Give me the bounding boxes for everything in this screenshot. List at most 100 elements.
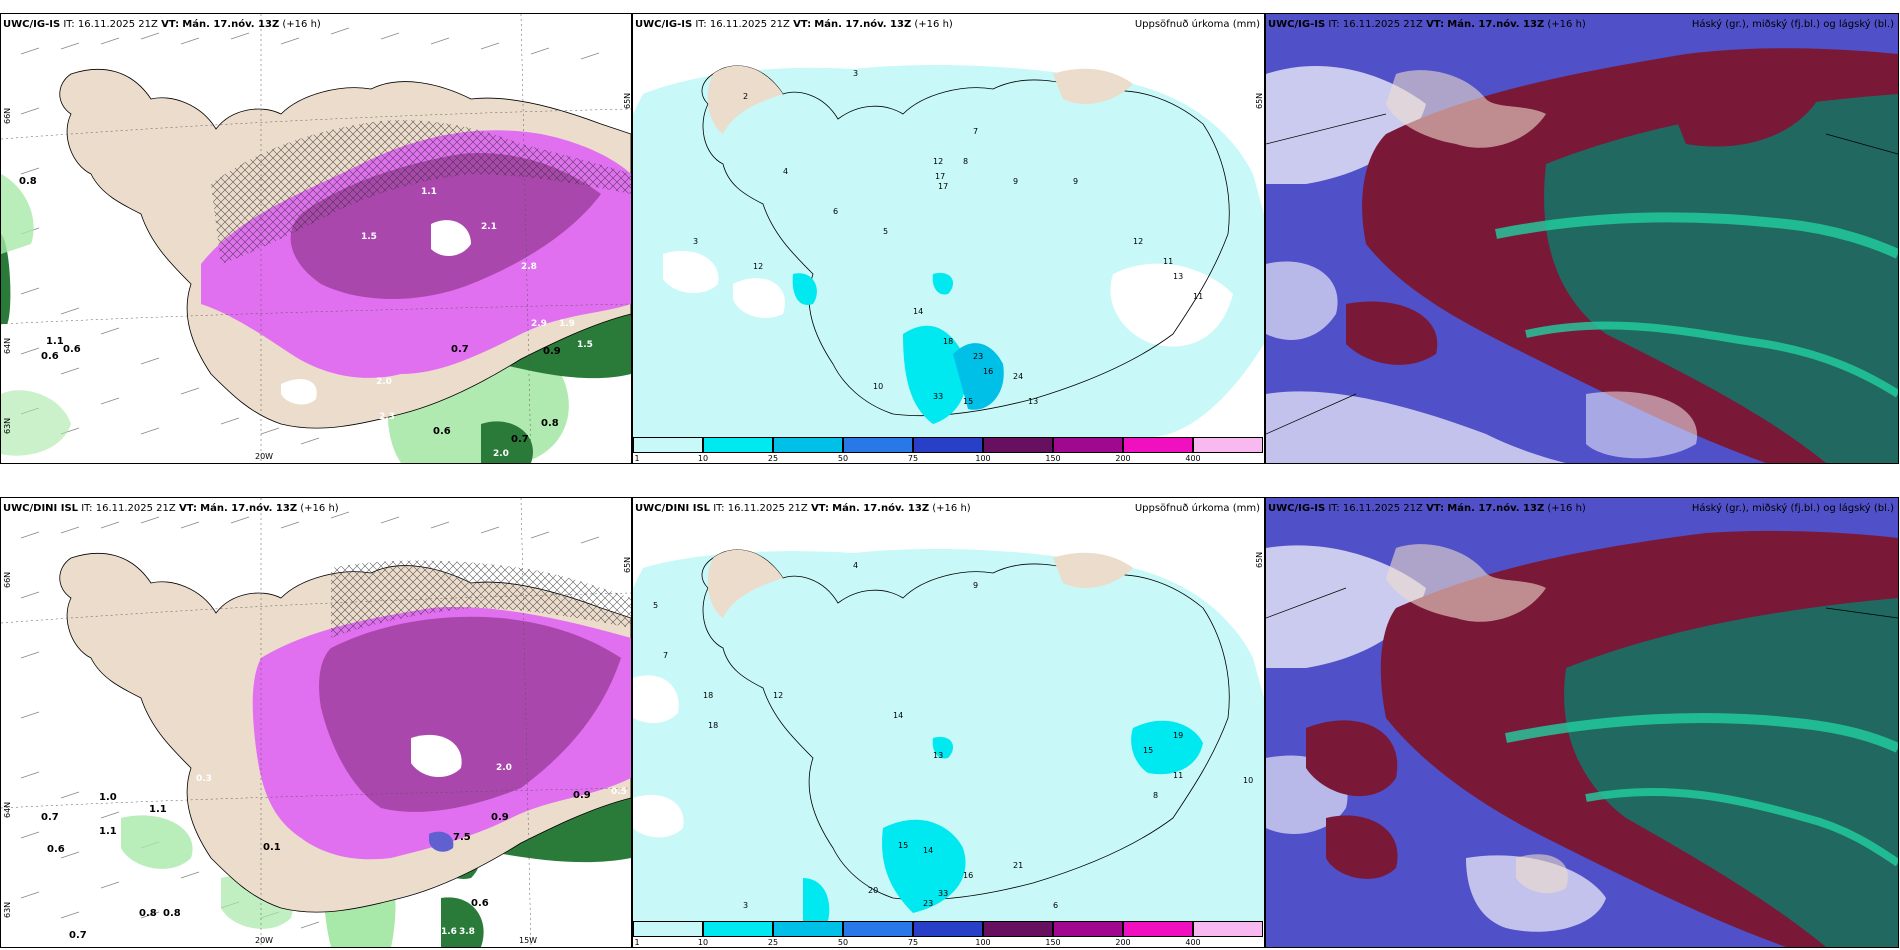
colorbar: 1 10 25 50 75 100 150 200 400 (633, 437, 1263, 463)
value-label: 7.5 (453, 832, 471, 843)
colorbar-swatch (983, 921, 1053, 937)
colorbar-tick: 50 (837, 938, 849, 947)
map-canvas: 1.0 0.7 1.1 0.6 1.1 0.1 0.8 0.8 0.7 7.5 … (1, 498, 631, 947)
colorbar-swatch (1123, 921, 1193, 937)
cloud-cover-map-igis: UWC/IG-IS IT: 16.11.2025 21Z VT: Mán. 17… (1265, 13, 1899, 464)
value-label: 2.9 (531, 319, 547, 329)
panel-title: UWC/IG-IS IT: 16.11.2025 21Z VT: Mán. 17… (635, 19, 953, 30)
value-label: 0.6 (47, 844, 65, 855)
colorbar-tick: 400 (1185, 454, 1201, 463)
value-label: 0.1 (263, 842, 281, 853)
colorbar-tick: 10 (697, 454, 709, 463)
map-canvas (633, 64, 1264, 437)
lat-label: 63N (3, 417, 12, 434)
lat-label: 65N (623, 92, 632, 109)
lat-label: 65N (1255, 92, 1264, 109)
value-label: 1.1 (99, 826, 117, 837)
value-label: 0.8 (19, 176, 37, 187)
value-label: 2.0 (496, 763, 512, 773)
lon-label: 20W (255, 936, 274, 945)
colorbar-swatch (1193, 921, 1263, 937)
lat-label: 63N (3, 901, 12, 918)
panel-title: UWC/IG-IS IT: 16.11.2025 21Z VT: Mán. 17… (1268, 503, 1586, 514)
colorbar: 1 10 25 50 75 100 150 200 400 (633, 921, 1263, 947)
value-label: 3.8 (459, 927, 475, 937)
panel-variable-title: Háský (gr.), miðský (fj.bl.) og lágský (… (1691, 19, 1894, 30)
value-label: 0.7 (69, 930, 87, 941)
lat-label: 64N (3, 337, 12, 354)
colorbar-tick: 1 (634, 454, 640, 463)
colorbar-swatch (983, 437, 1053, 453)
value-label: 1.1 (421, 187, 437, 197)
value-label: 1.6 (441, 927, 457, 937)
colorbar-swatch (773, 921, 843, 937)
panel-title: UWC/DINI ISL IT: 16.11.2025 21Z VT: Mán.… (635, 503, 971, 514)
lat-label: 65N (1255, 551, 1264, 568)
value-label: 1.9 (559, 319, 575, 329)
value-label: 0.3 (196, 774, 212, 784)
lat-label: 65N (623, 556, 632, 573)
lon-label: 15W (519, 936, 538, 945)
value-label: 2.8 (456, 888, 472, 898)
value-label: 2.0 (376, 377, 392, 387)
precip-type-map-igis: UWC/IG-IS IT: 16.11.2025 21Z VT: Mán. 17… (0, 13, 632, 464)
lon-label: 20W (255, 452, 274, 461)
colorbar-swatch (1053, 437, 1123, 453)
colorbar-swatch (1193, 437, 1263, 453)
colorbar-tick: 25 (767, 938, 779, 947)
value-label: 0.7 (41, 812, 59, 823)
colorbar-swatch (843, 921, 913, 937)
lat-label: 64N (3, 801, 12, 818)
colorbar-tick: 1 (634, 938, 640, 947)
colorbar-tick: 200 (1115, 454, 1131, 463)
colorbar-swatch (913, 921, 983, 937)
accumulated-precip-map-dini: UWC/DINI ISL IT: 16.11.2025 21Z VT: Mán.… (632, 497, 1265, 948)
colorbar-swatch (843, 437, 913, 453)
value-label: 0.8 (139, 908, 157, 919)
value-label: 1.0 (99, 792, 117, 803)
map-canvas: 0.8 1.1 0.6 0.6 2.0 2.3 0.7 0.6 0.8 0.7 … (1, 14, 631, 463)
colorbar-tick: 100 (975, 454, 991, 463)
colorbar-swatch (773, 437, 843, 453)
precip-type-map-dini: UWC/DINI ISL IT: 16.11.2025 21Z VT: Mán.… (0, 497, 632, 948)
value-label: 0.6 (471, 898, 489, 909)
colorbar-swatch (633, 437, 703, 453)
colorbar-swatch (703, 437, 773, 453)
colorbar-tick: 75 (907, 454, 919, 463)
lat-label: 66N (3, 571, 12, 588)
wind-barbs (20, 27, 600, 445)
cloud-cover-map-dini: UWC/IG-IS IT: 16.11.2025 21Z VT: Mán. 17… (1265, 497, 1899, 948)
colorbar-tick: 50 (837, 454, 849, 463)
colorbar-tick: 400 (1185, 938, 1201, 947)
map-canvas (1266, 14, 1898, 463)
colorbar-swatch (913, 437, 983, 453)
colorbar-tick: 10 (697, 938, 709, 947)
value-label: 1.1 (46, 336, 64, 347)
value-label: 0.9 (543, 346, 561, 357)
precip-values: 0.8 1.1 0.6 0.6 2.0 2.3 0.7 0.6 0.8 0.7 … (19, 176, 593, 459)
value-label: 0.6 (433, 426, 451, 437)
colorbar-tick: 200 (1115, 938, 1131, 947)
value-label: 1.5 (361, 232, 377, 242)
map-canvas (633, 548, 1264, 921)
precip-values: 1.0 0.7 1.1 0.6 1.1 0.1 0.8 0.8 0.7 7.5 … (41, 763, 627, 941)
value-label: 0.8 (541, 418, 559, 429)
accumulated-precip-map-igis: UWC/IG-IS IT: 16.11.2025 21Z VT: Mán. 17… (632, 13, 1265, 464)
colorbar-swatch (1123, 437, 1193, 453)
value-label: 2.3 (379, 412, 395, 422)
value-label: 1.5 (577, 340, 593, 350)
colorbar-swatch (703, 921, 773, 937)
value-label: 0.9 (491, 812, 509, 823)
value-label: 2.0 (493, 449, 509, 459)
value-label: 0.8 (163, 908, 181, 919)
panel-title: UWC/IG-IS IT: 16.11.2025 21Z VT: Mán. 17… (1268, 19, 1586, 30)
panel-variable-title: Uppsöfnuð úrkoma (mm) (1134, 503, 1260, 514)
panel-variable-title: Háský (gr.), miðský (fj.bl.) og lágský (… (1691, 503, 1894, 514)
value-label: 0.6 (41, 351, 59, 362)
panel-variable-title: Uppsöfnuð úrkoma (mm) (1134, 19, 1260, 30)
colorbar-tick: 25 (767, 454, 779, 463)
colorbar-swatch (633, 921, 703, 937)
value-label: 0.6 (63, 344, 81, 355)
colorbar-tick: 150 (1045, 938, 1061, 947)
value-label: 1.1 (149, 804, 167, 815)
